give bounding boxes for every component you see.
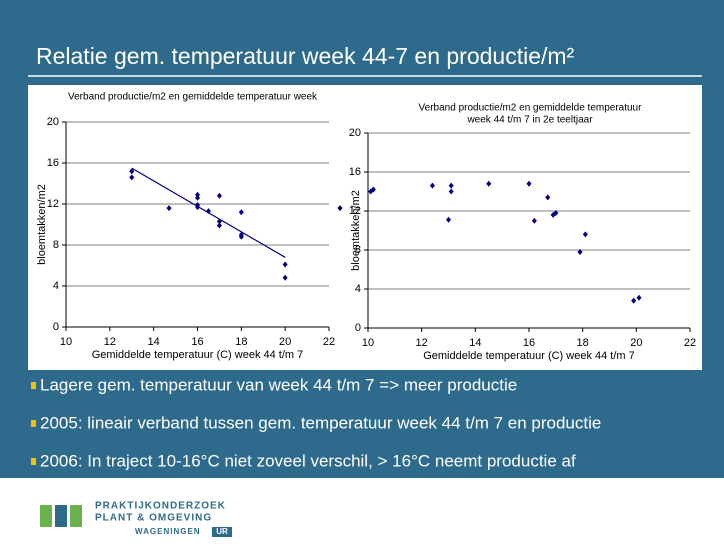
logo-text: PRAKTIJKONDERZOEK [95,501,226,512]
data-point [216,192,222,199]
x-tick-label: 16 [523,337,535,349]
footer [0,478,724,547]
bullet-marker [31,420,36,427]
x-tick-label: 14 [148,336,160,348]
x-tick-label: 18 [235,336,247,348]
logo-text: WAGENINGEN [135,527,201,536]
y-tick-label: 16 [47,157,59,169]
x-tick-label: 20 [630,337,642,349]
data-point [531,217,537,224]
x-tick-label: 12 [104,336,116,348]
data-point [195,194,200,201]
y-tick-label: 8 [355,244,361,256]
bullet-text: Lagere gem. temperatuur van week 44 t/m … [40,375,517,394]
data-point [370,186,376,193]
x-tick-label: 18 [577,337,589,349]
x-tick-label: 10 [362,337,374,349]
data-point [577,248,583,255]
x-tick-label: 16 [191,336,203,348]
y-tick-label: 0 [355,322,361,334]
y-tick-label: 0 [53,321,59,333]
data-point [429,182,435,189]
data-point [337,205,343,212]
y-tick-label: 16 [349,166,361,178]
data-point [448,182,454,189]
data-point [166,205,172,212]
data-point [526,180,532,187]
data-point [631,297,637,304]
y-tick-label: 12 [349,205,361,217]
data-point [448,188,454,195]
data-point [205,208,211,215]
slide-title: Relatie gem. temperatuur week 44-7 en pr… [36,43,575,69]
y-tick-label: 4 [53,280,59,292]
data-point [238,209,244,216]
y-tick-label: 8 [53,239,59,251]
x-tick-label: 22 [323,336,335,348]
x-tick-label: 22 [684,337,696,349]
bullet-marker [31,458,36,465]
data-point [129,168,135,175]
data-point [216,222,222,229]
data-point [282,261,288,268]
data-point [486,180,492,187]
logo-icon [55,505,67,527]
y-tick-label: 20 [349,127,361,139]
x-tick-label: 12 [416,337,428,349]
bullet-marker [31,382,36,389]
logo-text: PLANT & OMGEVING [95,513,212,524]
data-point [446,216,451,223]
logo-icon [40,505,52,527]
chart-title: Verband productie/m2 en gemiddelde tempe… [419,103,643,114]
chart-title: week 44 t/m 7 in 2e teeltjaar [466,115,593,126]
y-tick-label: 12 [47,198,59,210]
y-axis-label: bloemtakken/m2 [350,190,362,271]
x-axis-label: Gemiddelde temperatuur (C) week 44 t/m 7 [423,350,635,362]
data-point [282,274,288,281]
bullet-text: 2005: lineair verband tussen gem. temper… [40,413,601,432]
bullet-text: 2006: In traject 10-16°C niet zoveel ver… [40,451,576,470]
logo-badge [212,527,232,537]
data-point [636,294,642,301]
data-point [238,233,244,240]
data-point [582,231,588,238]
logo-icon [70,505,82,527]
data-point [545,194,551,201]
x-axis-label: Gemiddelde temperatuur (C) week 44 t/m 7 [92,349,304,361]
y-tick-label: 4 [355,283,361,295]
data-point [216,218,222,225]
data-point [553,209,559,216]
x-tick-label: 14 [469,337,481,349]
data-point [129,174,135,181]
x-tick-label: 10 [60,336,72,348]
chart-title: Verband productie/m2 en gemiddelde tempe… [68,92,318,103]
y-axis-label: bloemtakken/m2 [36,184,48,265]
x-tick-label: 20 [279,336,291,348]
y-tick-label: 20 [47,116,59,128]
data-point [195,204,200,211]
data-point [195,191,200,198]
logo-text: UR [216,527,228,536]
